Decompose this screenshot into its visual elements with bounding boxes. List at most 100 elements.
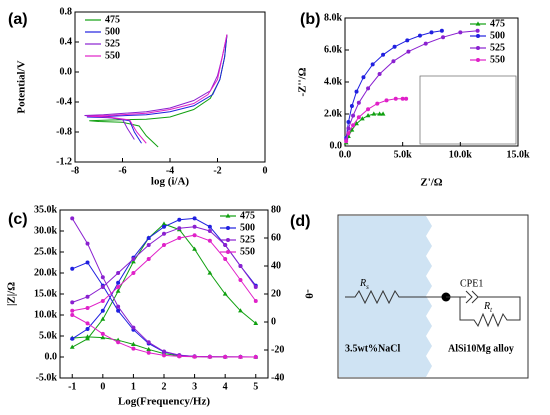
marker (70, 336, 75, 341)
marker (146, 257, 151, 261)
resistor-rs (345, 289, 446, 305)
marker (100, 308, 105, 313)
legend-label: 500 (490, 30, 505, 41)
marker (405, 38, 410, 43)
legend-marker (476, 58, 480, 62)
y-tick-label: -0.4 (56, 96, 72, 107)
y-tick-label: 35.0k (34, 204, 58, 215)
marker (85, 327, 90, 331)
y2-axis-label: -θ (302, 289, 314, 299)
marker (223, 243, 228, 247)
panel-label: (a) (8, 11, 28, 28)
marker (380, 111, 386, 116)
legend-marker (476, 34, 480, 38)
rs-sub: s (366, 283, 369, 291)
marker (391, 59, 396, 64)
marker (253, 354, 258, 359)
marker (177, 217, 182, 222)
legend-marker (226, 238, 230, 242)
x-tick-label: 5.0k (394, 149, 413, 160)
legend-marker (226, 250, 230, 254)
marker (100, 275, 105, 280)
marker (253, 285, 258, 289)
y-tick-label: 10.0k (34, 309, 58, 320)
marker (370, 62, 375, 67)
marker (69, 344, 75, 349)
y-axis-label: -Z''/Ω (297, 67, 309, 96)
marker (207, 229, 212, 233)
marker (192, 246, 197, 251)
rt-main: R (483, 301, 490, 312)
alloy-label: AlSi10Mg alloy (448, 343, 514, 354)
y-tick-label: 2.0k (324, 108, 343, 119)
legend-label: 475 (105, 14, 120, 25)
marker (359, 116, 365, 121)
y-tick-label: 0.4 (60, 36, 73, 47)
rs-label: Rs (359, 278, 369, 290)
legend-label: 550 (490, 54, 505, 65)
marker (371, 111, 377, 116)
y2-tick-label: 40 (271, 260, 281, 271)
marker (417, 33, 422, 38)
marker (146, 346, 152, 352)
marker (365, 113, 371, 118)
marker (85, 294, 90, 299)
marker (253, 320, 259, 325)
marker (356, 100, 361, 105)
y-tick-label: -5.0k (36, 372, 58, 383)
x-tick-label: -8 (71, 165, 79, 176)
marker (238, 354, 243, 359)
y-tick-label: 30.0k (34, 225, 58, 236)
marker (146, 350, 151, 355)
inset-frame (419, 75, 517, 145)
marker (177, 226, 182, 231)
marker (131, 325, 136, 330)
x-tick-label: -4 (166, 165, 174, 176)
marker (162, 349, 166, 354)
legend-label: 525 (105, 38, 120, 49)
legend-marker (476, 46, 480, 50)
x-tick-label: 4 (223, 381, 228, 392)
marker (223, 257, 228, 261)
marker (162, 353, 166, 358)
marker (116, 271, 121, 275)
marker (392, 44, 397, 49)
marker (223, 354, 228, 359)
phase-line (71, 223, 257, 348)
legend-label: 500 (240, 222, 255, 233)
marker (356, 115, 361, 120)
marker (366, 86, 371, 91)
marker (146, 340, 151, 345)
marker (85, 241, 90, 246)
marker (131, 257, 136, 261)
series-line (72, 261, 256, 358)
panel-label: (c) (8, 211, 28, 228)
panel-label: (d) (290, 213, 310, 230)
marker (70, 266, 75, 271)
y-tick-label: 0.0 (45, 351, 58, 362)
x-tick-label: 0 (100, 381, 105, 392)
y-tick-label: 4.0k (324, 76, 343, 87)
marker (253, 299, 258, 303)
marker (131, 341, 136, 346)
marker (475, 28, 480, 33)
rt-label: Rt (483, 301, 493, 313)
marker (70, 300, 75, 305)
x-tick-label: 15.0k (506, 149, 530, 160)
legend-label: 475 (490, 18, 505, 29)
marker (351, 123, 356, 128)
marker (207, 270, 213, 275)
y2-tick-label: 0 (271, 316, 276, 327)
rt-sub: t (490, 306, 493, 314)
y-tick-label: -0.8 (56, 126, 72, 137)
x-tick-label: 1 (131, 381, 136, 392)
y-tick-label: 6.0k (324, 44, 343, 55)
marker (222, 291, 228, 296)
rs-main: R (359, 278, 366, 289)
marker (116, 280, 121, 285)
marker (377, 72, 382, 76)
marker (439, 28, 444, 33)
x-tick-label: 5 (253, 381, 258, 392)
y-tick-label: 0.0 (330, 140, 343, 151)
marker (423, 41, 428, 46)
